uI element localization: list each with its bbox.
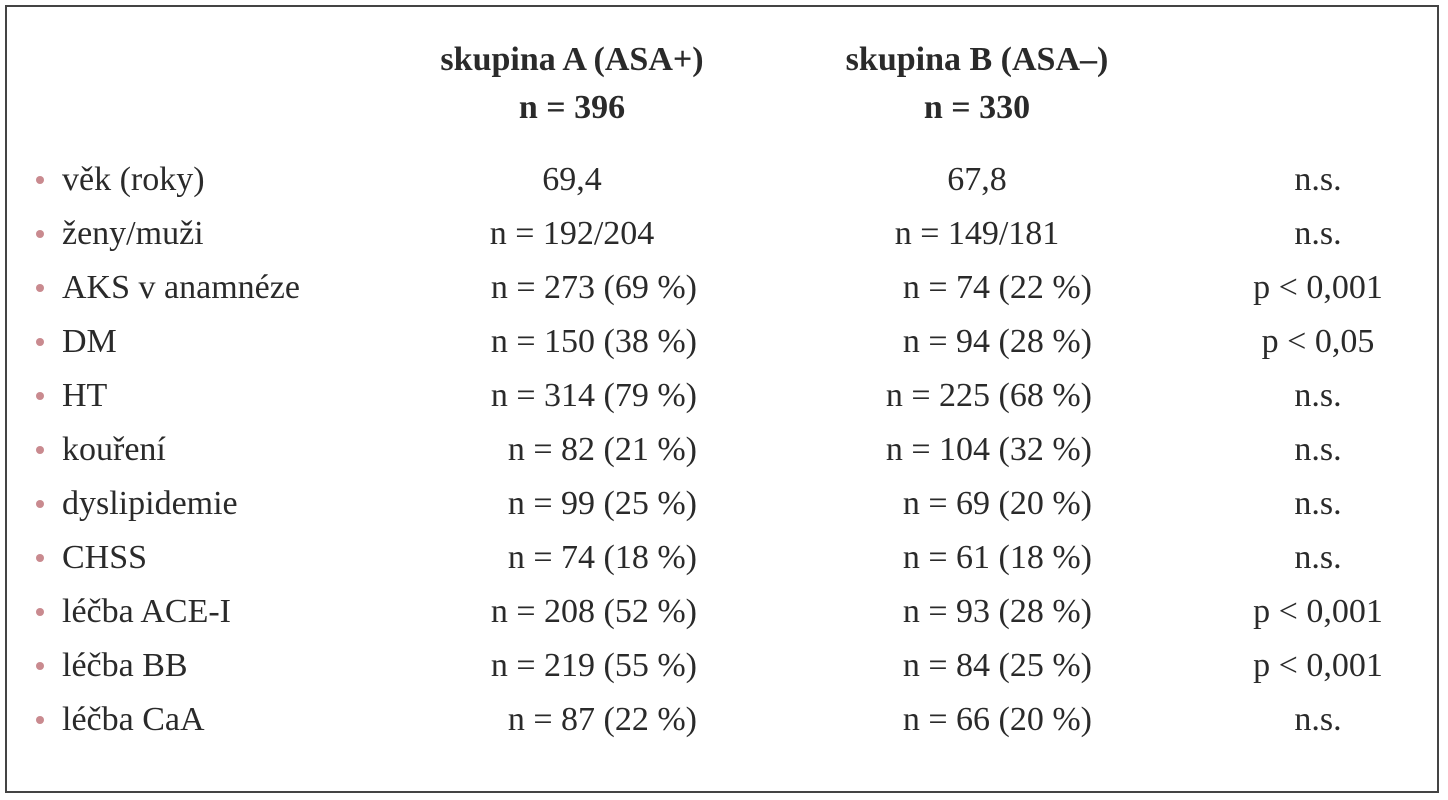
cell-value: n = 94 (28 %) (902, 323, 1092, 360)
row-label: léčba BB (62, 647, 188, 684)
row-label: AKS v anamnéze (62, 269, 300, 306)
cell-value: n = 93 (28 %) (902, 593, 1092, 630)
p-value: n.s. (1294, 377, 1342, 414)
bullet (36, 716, 44, 724)
cell-value: n = 61 (18 %) (902, 539, 1092, 576)
column-n: n = 330 (923, 89, 1031, 126)
cell-value: n = 273 (69 %) (490, 269, 697, 306)
cell-value: n = 219 (55 %) (490, 647, 697, 684)
column-n: n = 396 (518, 89, 626, 126)
cell-value: n = 66 (20 %) (902, 701, 1092, 738)
p-value: p < 0,001 (1253, 593, 1383, 630)
row-label: léčba ACE-I (62, 593, 231, 630)
bullet (36, 338, 44, 346)
cell-value: n = 84 (25 %) (902, 647, 1092, 684)
row-label: ženy/muži (62, 215, 204, 252)
row-label: věk (roky) (62, 161, 205, 198)
column-title: skupina B (ASA–) (845, 41, 1109, 78)
bullet (36, 230, 44, 238)
bullet (36, 608, 44, 616)
cell-value: 69,4 (542, 161, 602, 198)
bullet (36, 176, 44, 184)
p-value: n.s. (1294, 539, 1342, 576)
bullet (36, 446, 44, 454)
p-value: n.s. (1294, 161, 1342, 198)
row-label: dyslipidemie (62, 485, 238, 522)
bullet (36, 392, 44, 400)
cell-value: n = 87 (22 %) (507, 701, 697, 738)
table-frame (5, 5, 1439, 793)
row-label: léčba CaA (62, 701, 205, 738)
cell-value: n = 192/204 (489, 215, 655, 252)
cell-value: n = 82 (21 %) (507, 431, 697, 468)
cell-value: 67,8 (947, 161, 1007, 198)
p-value: p < 0,001 (1253, 269, 1383, 306)
cell-value: n = 69 (20 %) (902, 485, 1092, 522)
row-label: DM (62, 323, 117, 360)
p-value: n.s. (1294, 485, 1342, 522)
p-value: p < 0,001 (1253, 647, 1383, 684)
cell-value: n = 149/181 (894, 215, 1060, 252)
cell-value: n = 314 (79 %) (490, 377, 697, 414)
row-label: HT (62, 377, 108, 414)
column-title: skupina A (ASA+) (440, 41, 704, 78)
cell-value: n = 74 (18 %) (507, 539, 697, 576)
bullet (36, 284, 44, 292)
cell-value: n = 225 (68 %) (885, 377, 1092, 414)
cell-value: n = 74 (22 %) (902, 269, 1092, 306)
row-label: kouření (62, 431, 166, 468)
bullet (36, 662, 44, 670)
cell-value: n = 150 (38 %) (490, 323, 697, 360)
row-label: CHSS (62, 539, 148, 576)
cell-value: n = 104 (32 %) (885, 431, 1092, 468)
bullet (36, 500, 44, 508)
p-value: n.s. (1294, 701, 1342, 738)
p-value: n.s. (1294, 431, 1342, 468)
p-value: p < 0,05 (1261, 323, 1375, 360)
cell-value: n = 99 (25 %) (507, 485, 697, 522)
p-value: n.s. (1294, 215, 1342, 252)
bullet (36, 554, 44, 562)
cell-value: n = 208 (52 %) (490, 593, 697, 630)
